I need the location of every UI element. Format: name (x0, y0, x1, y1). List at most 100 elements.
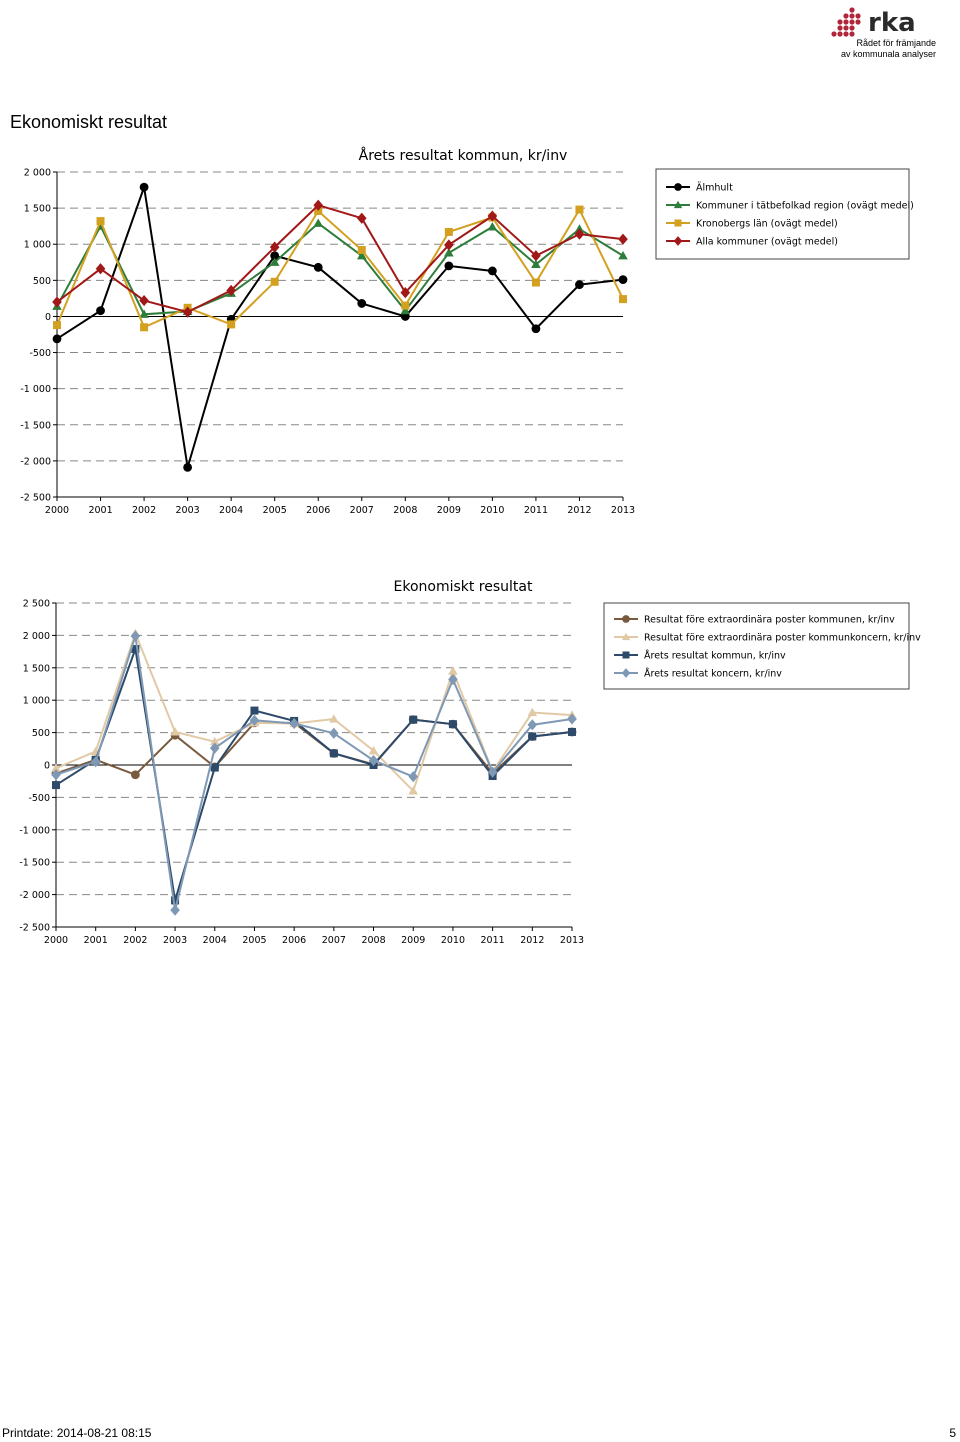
y-tick-label: 2 500 (23, 599, 50, 610)
y-tick-label: 1 500 (24, 204, 51, 215)
y-tick-label: -2 500 (20, 493, 51, 504)
data-point (329, 749, 338, 758)
logo-dot-14 (831, 31, 837, 37)
data-point (575, 280, 584, 290)
data-point (401, 301, 410, 310)
x-tick-label: 2002 (123, 935, 147, 946)
x-tick-label: 2007 (350, 505, 374, 516)
x-tick-label: 2009 (401, 935, 425, 946)
data-point (53, 321, 61, 330)
legend-item: Resultat före extraordinära poster kommu… (614, 615, 895, 626)
x-tick-label: 2009 (437, 505, 461, 516)
x-tick-label: 2010 (441, 935, 465, 946)
data-point (531, 259, 541, 269)
data-point (52, 781, 60, 790)
x-tick-label: 2000 (44, 935, 68, 946)
data-point (171, 896, 180, 905)
data-point (408, 786, 419, 795)
y-tick-label: -500 (29, 348, 51, 359)
data-point (619, 295, 627, 304)
legend-swatch-marker (622, 651, 630, 659)
data-point (409, 715, 418, 724)
legend-box (603, 602, 910, 690)
legend-label: Resultat före extraordinära poster kommu… (644, 615, 895, 626)
logo-word: rka (868, 8, 916, 38)
x-tick-label: 2006 (306, 505, 330, 516)
logo-dot-9 (849, 25, 855, 31)
series-2 (52, 645, 576, 905)
data-point (131, 645, 140, 654)
legend-swatch-marker (673, 200, 683, 209)
data-point (52, 334, 62, 344)
data-point (574, 228, 585, 240)
data-point (531, 324, 541, 334)
legend-label: Kronobergs län (ovägt medel) (696, 219, 838, 230)
data-point (183, 462, 193, 472)
data-point (531, 278, 540, 287)
x-tick-label: 2007 (322, 935, 346, 946)
series-line (56, 221, 624, 316)
logo-tagline-2: av kommunala analyser (840, 49, 936, 59)
data-point (527, 719, 538, 731)
data-point (140, 323, 149, 332)
data-point (527, 707, 538, 717)
logo-dot-13 (837, 31, 843, 37)
logo-dot-0 (849, 7, 855, 13)
series-0 (51, 715, 577, 780)
x-tick-label: 2000 (45, 505, 69, 516)
legend-swatch-marker (622, 615, 630, 623)
logo-dot-6 (849, 19, 855, 25)
data-point (96, 306, 105, 316)
data-point (52, 296, 62, 308)
x-tick-label: 2006 (282, 935, 306, 946)
legend-swatch-marker (621, 668, 631, 678)
x-tick-label: 2011 (524, 505, 548, 516)
logo-dot-5 (843, 19, 849, 25)
data-point (618, 275, 628, 285)
series-line (56, 204, 624, 314)
y-tick-label: -500 (28, 793, 50, 804)
x-tick-label: 2005 (242, 935, 266, 946)
data-point (226, 284, 236, 297)
legend-swatch-marker (674, 219, 682, 227)
printdate: Printdate: 2014-08-21 08:15 (2, 1426, 152, 1440)
chart-title: Ekonomiskt resultat (393, 579, 533, 595)
x-tick-label: 2012 (520, 935, 544, 946)
logo-dot-3 (855, 13, 861, 19)
data-point (270, 277, 279, 286)
data-point (356, 250, 367, 260)
y-tick-label: 0 (44, 761, 50, 772)
y-tick-label: 0 (45, 312, 51, 323)
data-point (314, 207, 323, 215)
data-point (313, 199, 324, 211)
legend-item: Älmhult (666, 183, 733, 194)
legend-label: Årets resultat koncern, kr/inv (644, 668, 782, 680)
chart-title: Årets resultat kommun, kr/inv (359, 147, 568, 164)
data-point (51, 769, 61, 781)
data-point (313, 262, 323, 272)
data-point (139, 182, 149, 192)
data-point (444, 248, 454, 257)
y-tick-label: 2 000 (24, 168, 51, 179)
legend: Resultat före extraordinära poster kommu… (603, 602, 921, 690)
data-point (448, 666, 458, 675)
series-2 (53, 205, 627, 332)
y-tick-label: 500 (33, 276, 51, 287)
data-point (368, 745, 379, 755)
y-tick-label: 1 000 (23, 696, 50, 707)
data-point (130, 770, 140, 780)
y-tick-label: 1 000 (24, 240, 51, 251)
data-point (574, 224, 585, 233)
x-tick-label: 2005 (263, 505, 287, 516)
data-point (227, 320, 236, 329)
series-1 (52, 218, 628, 318)
x-tick-label: 2002 (132, 505, 156, 516)
data-point (368, 754, 379, 767)
chart-1-svg: Årets resultat kommun, kr/inv 2 000 1 500 1… (20, 147, 913, 516)
y-tick-label: -2 000 (19, 890, 50, 901)
data-point (568, 727, 576, 736)
page-number: 5 (949, 1426, 956, 1440)
data-point (90, 756, 101, 768)
rka-logo: rka Rådet för främjande av kommunala ana… (826, 4, 944, 60)
logo-tagline-1: Rådet för främjande (856, 38, 936, 48)
